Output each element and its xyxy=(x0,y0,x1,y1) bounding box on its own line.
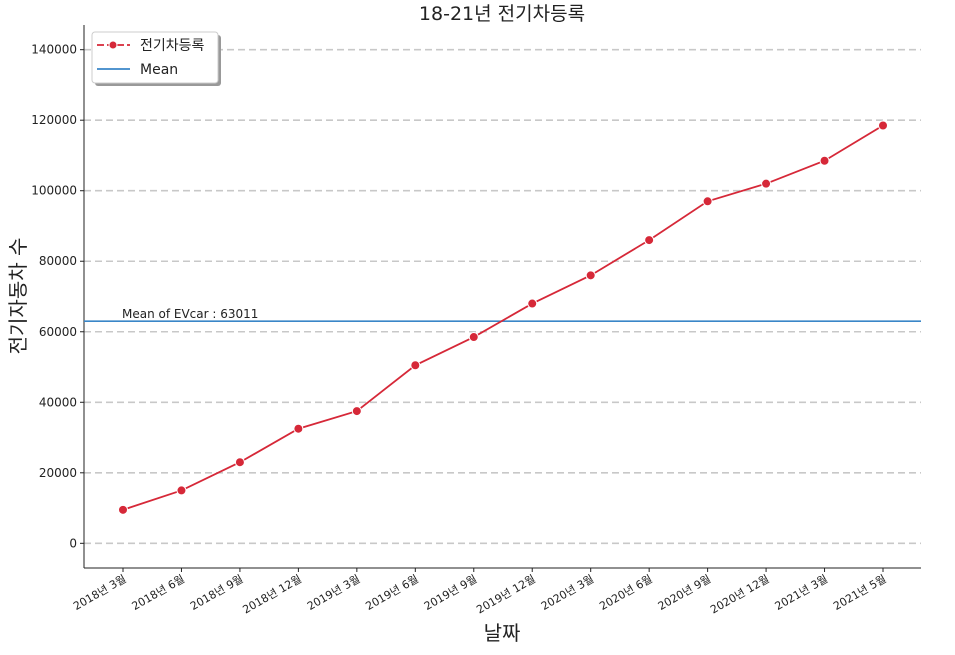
x-tick-label: 2021년 3월 xyxy=(773,572,830,613)
x-tick-label: 2021년 5월 xyxy=(831,572,888,613)
chart-title: 18-21년 전기차등록 xyxy=(419,3,585,25)
y-tick-label: 140000 xyxy=(31,43,77,57)
mean-line-group: Mean of EVcar : 63011 xyxy=(84,307,921,322)
x-tick-label: 2018년 6월 xyxy=(130,572,187,613)
data-point xyxy=(702,196,713,207)
data-point xyxy=(761,178,772,189)
data-point xyxy=(527,298,538,309)
y-tick-label: 0 xyxy=(69,536,77,550)
x-tick-label: 2018년 9월 xyxy=(188,572,245,613)
data-point xyxy=(410,360,421,371)
x-tick-label: 2020년 6월 xyxy=(597,572,654,613)
x-tick-label: 2019년 6월 xyxy=(363,572,420,613)
x-tick-label: 2018년 12월 xyxy=(240,572,303,616)
series-group xyxy=(118,120,888,515)
x-tick-label: 2020년 3월 xyxy=(539,572,596,613)
mean-annotation: Mean of EVcar : 63011 xyxy=(122,307,258,321)
y-axis-label: 전기자동차 수 xyxy=(6,238,30,355)
data-point xyxy=(585,270,596,281)
data-point xyxy=(293,423,304,434)
series-line xyxy=(122,124,884,511)
y-tick-label: 60000 xyxy=(39,325,77,339)
y-ticks: 0 20000 40000 60000 80000 100000 120000 140000 xyxy=(31,43,84,550)
x-tick-label: 2019년 3월 xyxy=(305,572,362,613)
data-point xyxy=(468,332,479,343)
y-tick-label: 40000 xyxy=(39,395,77,409)
x-tick-label: 2019년 9월 xyxy=(422,572,479,613)
y-tick-label: 120000 xyxy=(31,113,77,127)
data-point xyxy=(176,485,187,496)
legend-mean-label: Mean xyxy=(140,62,178,78)
data-point xyxy=(819,155,830,166)
y-tick-label: 100000 xyxy=(31,184,77,198)
data-point xyxy=(351,406,362,417)
legend-series-label: 전기차등록 xyxy=(140,38,205,54)
x-tick-label: 2020년 12월 xyxy=(708,572,771,616)
data-point xyxy=(644,235,655,246)
y-tick-label: 80000 xyxy=(39,254,77,268)
y-tick-label: 20000 xyxy=(39,466,77,480)
x-axis-label: 날짜 xyxy=(484,621,521,645)
data-point xyxy=(234,457,245,468)
x-tick-label: 2018년 3월 xyxy=(71,572,128,613)
axes xyxy=(83,25,921,569)
gridlines xyxy=(84,48,921,545)
data-point xyxy=(878,120,888,131)
legend: 전기차등록 Mean xyxy=(91,31,221,86)
x-tick-label: 2020년 9월 xyxy=(656,572,713,613)
x-tick-label: 2019년 12월 xyxy=(474,572,537,616)
legend-series-marker xyxy=(108,40,118,50)
data-point xyxy=(118,504,128,515)
